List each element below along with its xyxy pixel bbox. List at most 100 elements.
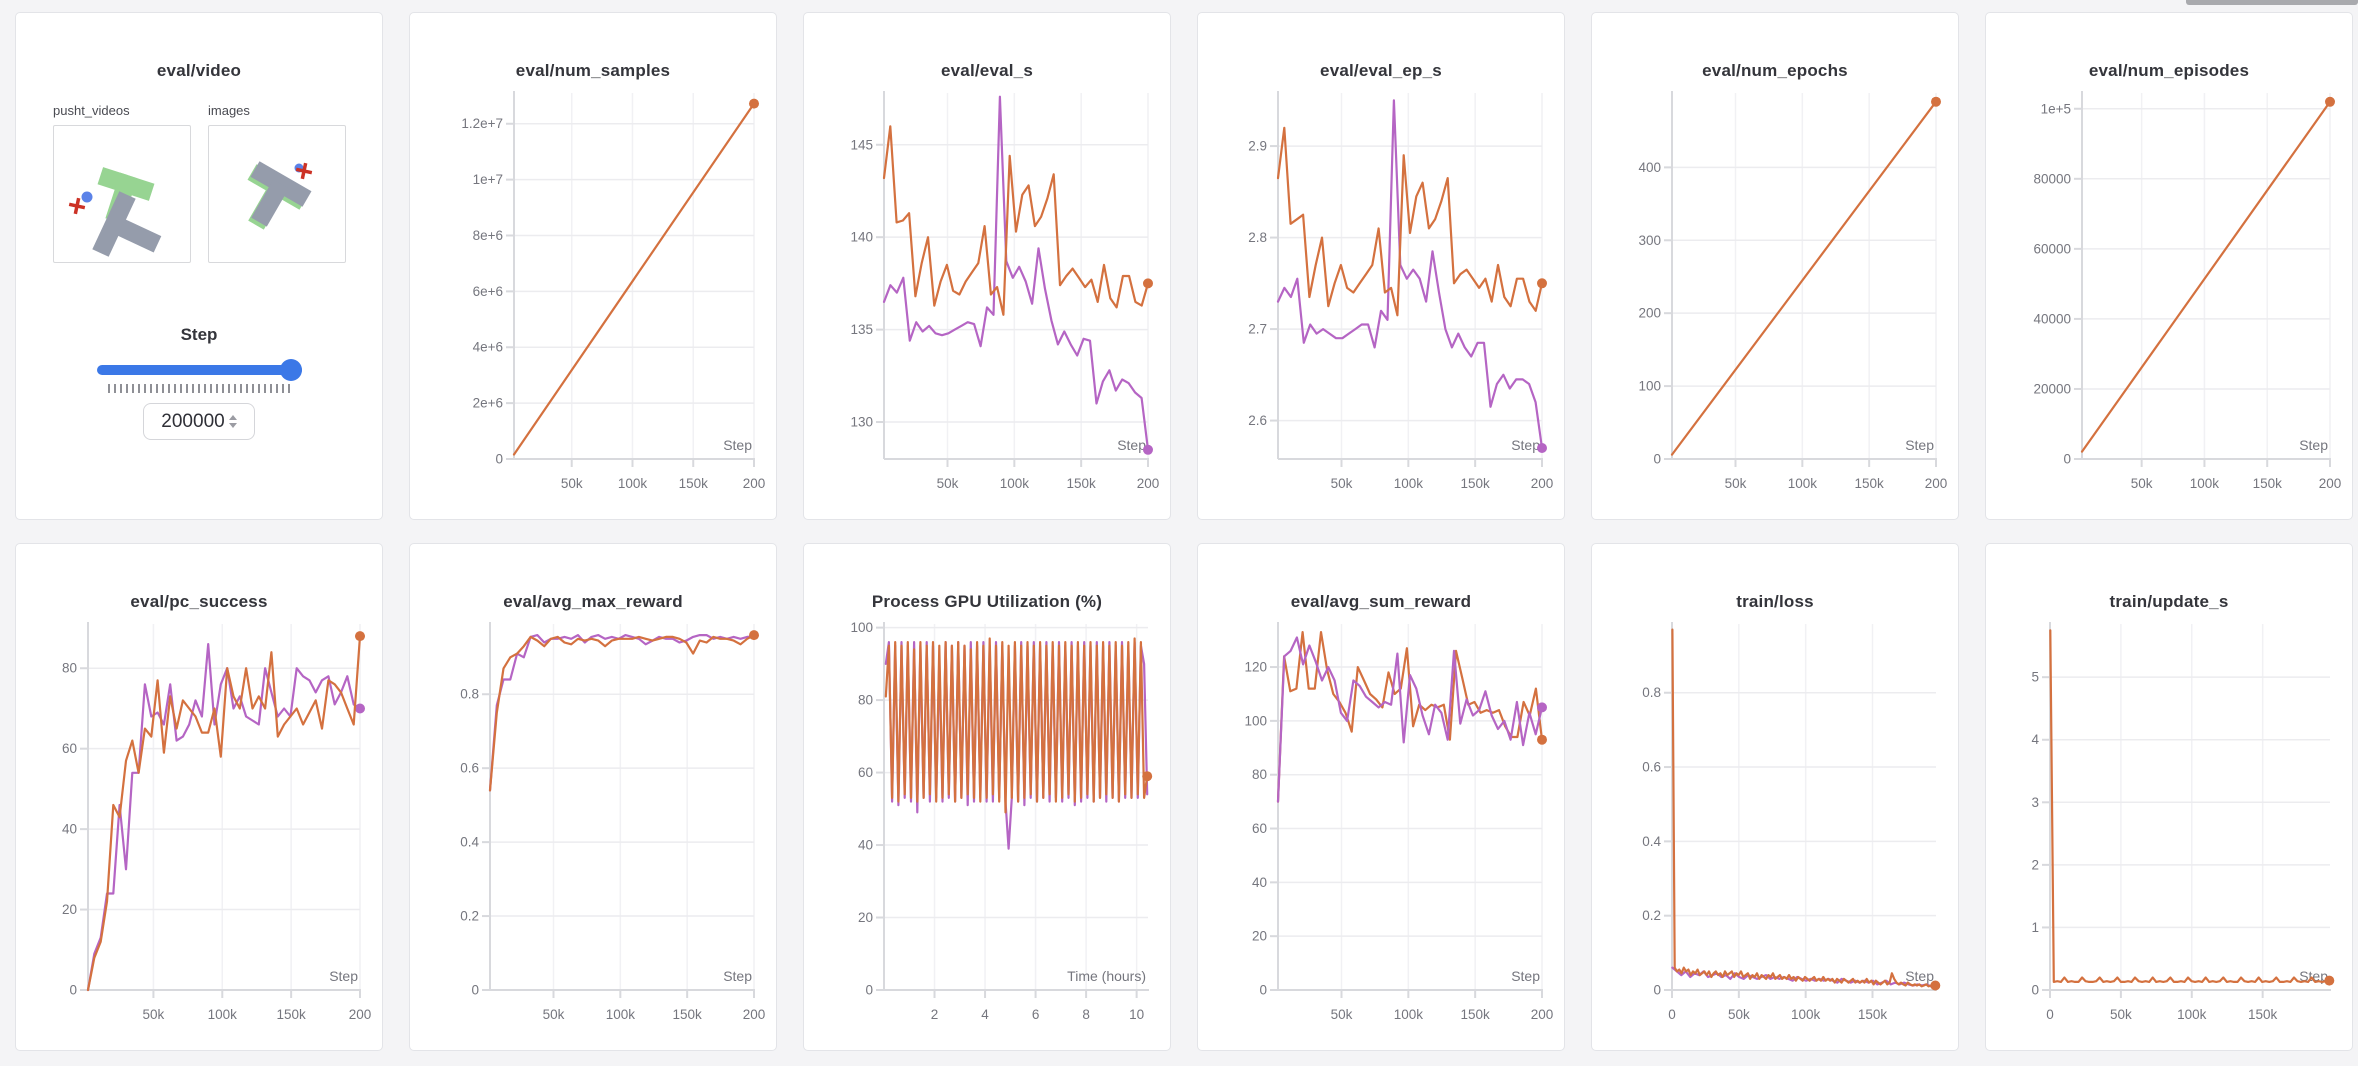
svg-text:130: 130 [850,415,873,430]
svg-text:Time (hours): Time (hours) [1067,968,1146,984]
step-slider[interactable] [96,359,302,381]
pusht-video-thumbnail[interactable] [53,125,191,263]
media-label: pusht_videos [53,103,130,118]
svg-text:1.2e+7: 1.2e+7 [461,116,503,131]
svg-text:8: 8 [1082,1007,1090,1022]
svg-text:0: 0 [1653,452,1661,467]
svg-text:200: 200 [743,1007,766,1022]
panel-train-loss: train/loss 0 0.2 0.4 0.6 0.8 0 50k 100k 150k Step [1591,543,1959,1051]
svg-text:50k: 50k [561,476,583,491]
svg-text:40000: 40000 [2033,311,2071,326]
svg-text:40: 40 [62,822,77,837]
step-slider-label: Step [180,325,218,344]
panel-eval-num-episodes: eval/num_episodes 0 20000 40000 60000 80000 1… [1985,12,2353,520]
panel-title: eval/video [156,61,242,80]
panel-eval-num-epochs: eval/num_epochs 0 100 200 300 400 50k 100k 150k… [1591,12,1959,520]
panel-title: eval/num_samples [515,61,671,80]
svg-text:150k: 150k [1855,476,1885,491]
svg-text:140: 140 [850,230,873,245]
svg-text:1: 1 [2031,920,2039,935]
svg-text:200: 200 [349,1007,372,1022]
svg-text:0: 0 [495,452,503,467]
svg-text:40: 40 [858,838,873,853]
svg-text:0.6: 0.6 [1642,760,1661,775]
svg-text:2.8: 2.8 [1248,230,1267,245]
svg-text:0.4: 0.4 [1642,834,1661,849]
svg-text:0: 0 [865,983,873,998]
line-chart-avg-max-reward[interactable]: 0 0.2 0.4 0.6 0.8 50k 100k 150k 200 Step [420,616,766,1040]
svg-text:150k: 150k [276,1007,306,1022]
svg-text:50k: 50k [1728,1007,1750,1022]
line-chart-eval-s[interactable]: 130 135 140 145 50k 100k 150k 200 Step [814,85,1160,509]
svg-text:60: 60 [1252,821,1267,836]
line-chart-gpu-utilization[interactable]: 0 20 40 60 80 100 2 4 6 8 10 Time (hours) [814,616,1160,1040]
svg-text:0: 0 [69,983,77,998]
step-value[interactable]: 200000 [161,410,225,432]
svg-text:Step: Step [1117,437,1146,453]
svg-text:100k: 100k [1791,1007,1821,1022]
svg-text:200: 200 [1925,476,1948,491]
svg-text:4e+6: 4e+6 [473,340,503,355]
panel-eval-avg-max-reward: eval/avg_max_reward 0 0.2 0.4 0.6 0.8 50k 100k… [409,543,777,1051]
stepper-down-icon[interactable] [228,423,237,428]
line-chart-train-update-s[interactable]: 0 1 2 3 4 5 0 50k 100k 150k Step [1996,616,2342,1040]
svg-text:150k: 150k [1067,476,1097,491]
svg-text:200: 200 [2319,476,2342,491]
svg-text:6: 6 [1032,1007,1040,1022]
svg-text:145: 145 [850,137,873,152]
line-chart-num-epochs[interactable]: 0 100 200 300 400 50k 100k 150k 200 Step [1602,85,1948,509]
svg-text:0.4: 0.4 [460,835,479,850]
svg-text:1e+7: 1e+7 [473,172,503,187]
panel-title: eval/eval_ep_s [1320,61,1442,80]
panel-title: train/update_s [2109,592,2229,611]
svg-text:50k: 50k [1331,476,1353,491]
svg-text:2: 2 [2031,857,2039,872]
svg-text:0.8: 0.8 [460,687,479,702]
line-chart-pc-success[interactable]: 0 20 40 60 80 50k 100k 150k 200 Step [26,616,372,1040]
panel-title: eval/eval_s [940,61,1033,80]
stepper-up-icon[interactable] [228,415,237,420]
panel-eval-num-samples: eval/num_samples 0 2e+6 4e+6 6e+6 8e+6 1e+7 1.… [409,12,777,520]
svg-text:Step: Step [1511,968,1540,984]
svg-text:0: 0 [471,983,479,998]
step-slider-ticks [107,384,291,393]
step-slider-thumb[interactable] [279,359,302,381]
svg-text:40: 40 [1252,875,1267,890]
svg-text:100k: 100k [1788,476,1818,491]
panel-train-update-s: train/update_s 0 1 2 3 4 5 0 50k 100k 150k Step [1985,543,2353,1051]
step-value-input[interactable]: 200000 [143,403,255,440]
svg-text:Step: Step [1511,437,1540,453]
svg-text:6e+6: 6e+6 [473,284,503,299]
line-chart-num-episodes[interactable]: 0 20000 40000 60000 80000 1e+5 50k 100k 150k 200 S… [1996,85,2342,509]
svg-text:100: 100 [1638,379,1661,394]
svg-text:20: 20 [1252,929,1267,944]
svg-text:120: 120 [1244,660,1267,675]
svg-text:300: 300 [1638,233,1661,248]
line-chart-eval-ep-s[interactable]: 2.6 2.7 2.8 2.9 50k 100k 150k 200 Step [1208,85,1554,509]
svg-text:50k: 50k [143,1007,165,1022]
svg-text:Step: Step [2299,437,2328,453]
step-slider-track[interactable] [96,365,302,375]
line-chart-avg-sum-reward[interactable]: 0 20 40 60 80 100 120 50k 100k 150k 200 Step [1208,616,1554,1040]
svg-text:150k: 150k [1461,1007,1491,1022]
svg-text:100: 100 [850,620,873,635]
line-chart-train-loss[interactable]: 0 0.2 0.4 0.6 0.8 0 50k 100k 150k Step [1602,616,1948,1040]
svg-text:100k: 100k [1394,1007,1424,1022]
svg-text:0: 0 [2031,983,2039,998]
horizontal-scrollbar[interactable] [2186,0,2358,5]
svg-text:0: 0 [1653,983,1661,998]
stepper-spin-buttons [228,415,237,428]
svg-text:0.2: 0.2 [1642,908,1661,923]
panel-title: Process GPU Utilization (%) [871,592,1103,611]
svg-text:0: 0 [1668,1007,1676,1022]
line-chart-num-samples[interactable]: 0 2e+6 4e+6 6e+6 8e+6 1e+7 1.2e+7 50k 100k 150k 20… [420,85,766,509]
panel-title: eval/num_episodes [2088,61,2250,80]
svg-text:150k: 150k [673,1007,703,1022]
svg-text:150k: 150k [2253,476,2283,491]
svg-text:2: 2 [931,1007,939,1022]
svg-text:2.9: 2.9 [1248,139,1267,154]
images-thumbnail[interactable] [208,125,346,263]
svg-text:Step: Step [1905,968,1934,984]
svg-text:50k: 50k [543,1007,565,1022]
